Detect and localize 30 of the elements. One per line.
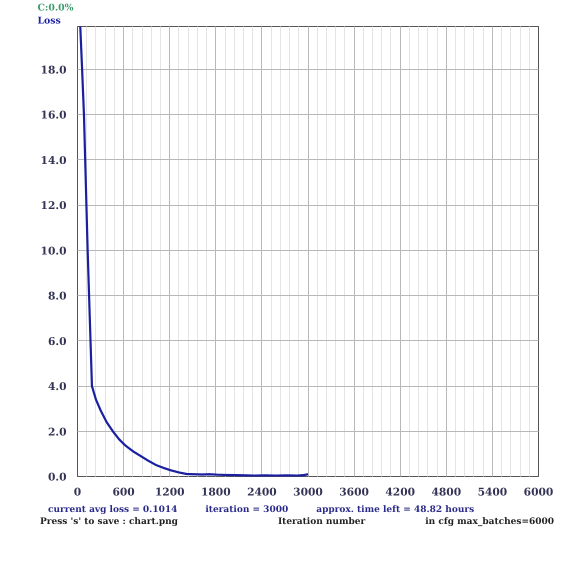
x-tick-label: 6000 xyxy=(524,486,554,498)
y-tick-label: 4.0 xyxy=(48,380,67,394)
line-series xyxy=(79,26,310,476)
y-tick-label: 14.0 xyxy=(40,154,67,167)
y-tick-label: 0.0 xyxy=(48,470,67,484)
x-tick-label: 5400 xyxy=(478,486,508,498)
text: Press 's' to save : chart.png xyxy=(40,517,178,527)
x-tick-label: 600 xyxy=(112,486,135,498)
y-tick-label: 10.0 xyxy=(40,244,67,258)
y-tick-label: 8.0 xyxy=(48,290,67,303)
text: approx. time left = 48.82 hours xyxy=(316,505,474,515)
y-tick-label: 16.0 xyxy=(40,108,67,122)
x-tick-label: 4800 xyxy=(431,486,462,498)
text: C:0.0% xyxy=(38,2,74,14)
x-tick-label: 4200 xyxy=(385,486,416,498)
text: current avg loss = 0.1014 xyxy=(48,505,178,515)
x-tick-label: 0 xyxy=(74,486,82,498)
y-tick-label: 2.0 xyxy=(48,425,67,438)
x-tick-label: 1800 xyxy=(200,486,231,498)
y-tick-label: 12.0 xyxy=(40,199,67,212)
y-tick-label: 18.0 xyxy=(40,63,67,76)
y-tick-label: 6.0 xyxy=(48,334,67,348)
x-tick-label: 2400 xyxy=(247,486,277,498)
x-tick-label: 1200 xyxy=(154,486,185,498)
text: in cfg max_batches=6000 xyxy=(425,517,554,527)
text: iteration = 3000 xyxy=(205,505,288,515)
x-tick-label: 3000 xyxy=(293,486,323,498)
x-axis-title: Iteration number xyxy=(278,517,366,527)
x-tick-label: 3600 xyxy=(339,486,369,498)
text: Loss xyxy=(38,16,61,26)
